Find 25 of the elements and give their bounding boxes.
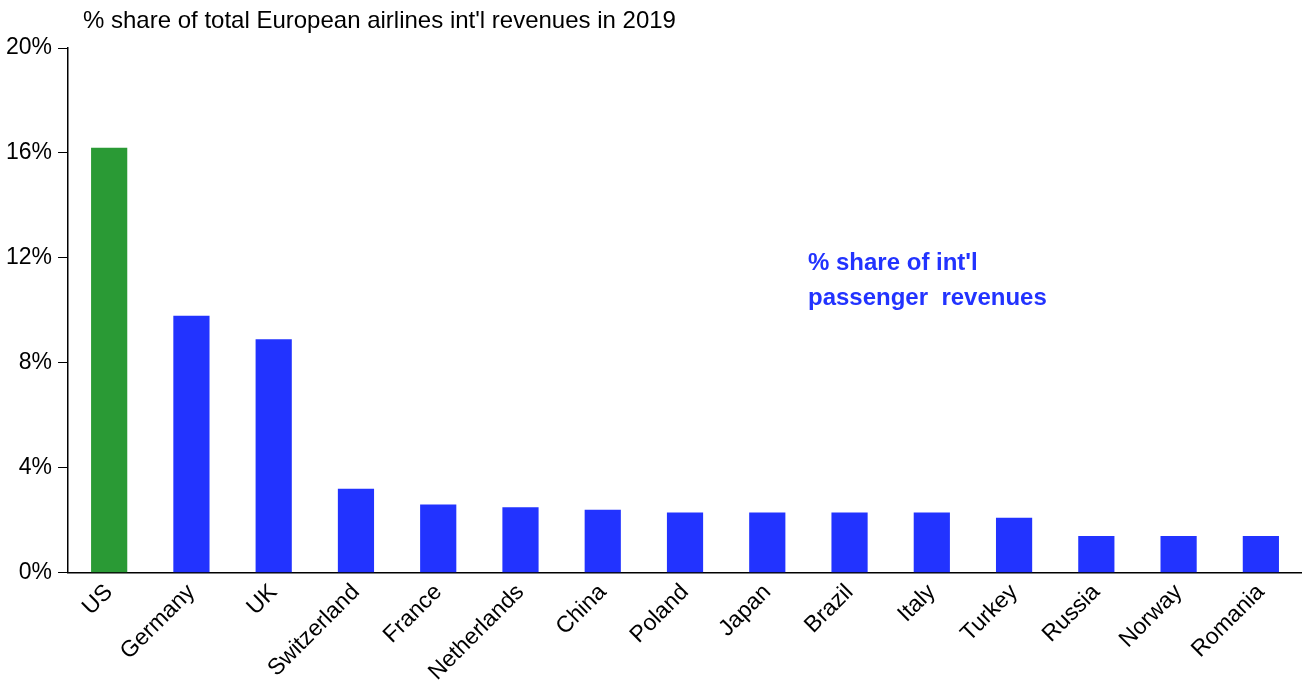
x-tick-label: US: [76, 578, 118, 620]
annotation: % share of int'l passenger revenues: [808, 247, 1047, 312]
bar: [91, 147, 128, 573]
x-tick-label: Italy: [891, 577, 941, 627]
bar: [1078, 536, 1115, 573]
y-tick-label: 12%: [5, 243, 53, 270]
y-tick-label: 8%: [18, 348, 53, 375]
bar: [502, 507, 539, 573]
bar: [420, 504, 457, 573]
bar: [995, 517, 1033, 573]
bar: [173, 315, 210, 573]
bar: [255, 339, 292, 573]
bar: [913, 512, 950, 573]
bar: [584, 509, 621, 573]
bar: [1160, 536, 1197, 573]
y-tick-label: 20%: [5, 33, 53, 60]
bar: [666, 512, 704, 573]
chart-title: % share of total European airlines int'l revenues in 2019: [83, 6, 676, 34]
y-tick-label: 16%: [5, 138, 53, 165]
bar: [337, 488, 375, 573]
y-tick-label: 4%: [18, 453, 53, 480]
y-tick-label: 0%: [18, 558, 53, 585]
bar: [831, 512, 868, 573]
bar: [1242, 536, 1279, 573]
bar: [749, 512, 786, 573]
